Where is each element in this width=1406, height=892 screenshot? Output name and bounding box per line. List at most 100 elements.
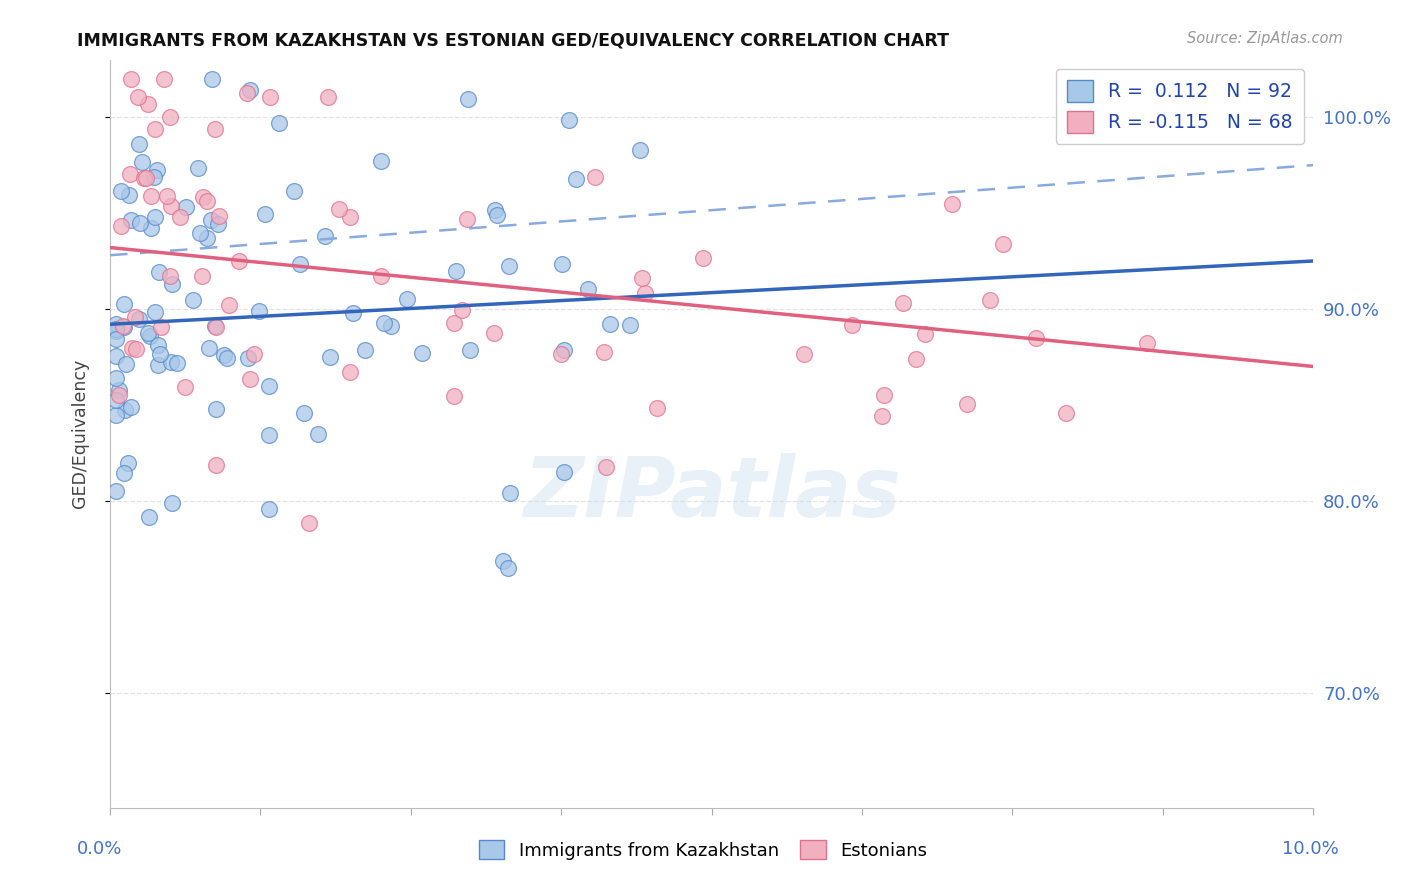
Text: 0.0%: 0.0% — [77, 840, 122, 858]
Point — [215, 351, 238, 366]
Point — [793, 347, 815, 361]
Point — [139, 221, 162, 235]
Point — [595, 460, 617, 475]
Point — [267, 115, 290, 129]
Point — [339, 210, 361, 224]
Point — [188, 226, 211, 240]
Point — [491, 554, 513, 568]
Point — [110, 184, 132, 198]
Point — [457, 92, 479, 106]
Point — [181, 293, 204, 307]
Point — [159, 268, 181, 283]
Point — [551, 257, 574, 271]
Point — [195, 231, 218, 245]
Point — [204, 121, 226, 136]
Point — [354, 343, 377, 358]
Point — [200, 212, 222, 227]
Point — [112, 318, 135, 333]
Point — [120, 71, 142, 86]
Point — [149, 319, 172, 334]
Point — [143, 170, 166, 185]
Point — [288, 257, 311, 271]
Point — [259, 89, 281, 103]
Point — [162, 496, 184, 510]
Legend: Immigrants from Kazakhstan, Estonians: Immigrants from Kazakhstan, Estonians — [471, 833, 935, 867]
Point — [120, 401, 142, 415]
Point — [146, 162, 169, 177]
Point — [298, 516, 321, 531]
Point — [105, 392, 128, 407]
Point — [139, 188, 162, 202]
Point — [328, 202, 350, 216]
Point — [204, 318, 226, 333]
Point — [593, 345, 616, 359]
Point — [370, 153, 392, 168]
Point — [169, 210, 191, 224]
Point — [553, 343, 575, 357]
Point — [236, 351, 259, 365]
Point — [105, 333, 128, 347]
Point — [443, 316, 465, 330]
Point — [146, 338, 169, 352]
Text: Source: ZipAtlas.com: Source: ZipAtlas.com — [1187, 31, 1343, 46]
Point — [904, 351, 927, 366]
Point — [201, 71, 224, 86]
Point — [553, 465, 575, 479]
Point — [870, 409, 893, 423]
Point — [443, 389, 465, 403]
Point — [204, 320, 226, 334]
Point — [112, 466, 135, 480]
Point — [138, 509, 160, 524]
Point — [160, 199, 183, 213]
Point — [198, 341, 221, 355]
Point — [446, 263, 468, 277]
Point — [941, 197, 963, 211]
Point — [166, 356, 188, 370]
Point — [205, 401, 228, 416]
Point — [112, 319, 135, 334]
Point — [218, 297, 240, 311]
Point — [129, 216, 152, 230]
Point — [619, 318, 641, 332]
Point — [110, 219, 132, 233]
Point — [160, 277, 183, 292]
Point — [314, 229, 336, 244]
Text: ZIPatlas: ZIPatlas — [523, 453, 901, 534]
Point — [236, 86, 259, 100]
Point — [550, 347, 572, 361]
Point — [117, 188, 139, 202]
Point — [283, 185, 305, 199]
Point — [259, 502, 281, 516]
Point — [1025, 331, 1047, 345]
Point — [914, 327, 936, 342]
Point — [342, 305, 364, 319]
Point — [205, 458, 228, 473]
Point — [370, 269, 392, 284]
Point — [143, 305, 166, 319]
Point — [645, 401, 668, 415]
Point — [143, 121, 166, 136]
Point — [634, 286, 657, 301]
Point — [207, 217, 229, 231]
Point — [107, 387, 129, 401]
Point — [979, 293, 1001, 307]
Point — [105, 484, 128, 499]
Point — [105, 324, 128, 338]
Legend: R =  0.112   N = 92, R = -0.115   N = 68: R = 0.112 N = 92, R = -0.115 N = 68 — [1056, 69, 1303, 145]
Point — [134, 170, 156, 185]
Point — [247, 304, 270, 318]
Point — [238, 372, 260, 386]
Point — [498, 260, 520, 274]
Point — [841, 318, 863, 332]
Point — [124, 310, 146, 324]
Point — [136, 96, 159, 111]
Point — [891, 295, 914, 310]
Point — [254, 207, 277, 221]
Point — [599, 318, 621, 332]
Point — [120, 212, 142, 227]
Point — [149, 347, 172, 361]
Point — [631, 271, 654, 285]
Point — [307, 426, 329, 441]
Point — [128, 136, 150, 151]
Point — [456, 211, 478, 226]
